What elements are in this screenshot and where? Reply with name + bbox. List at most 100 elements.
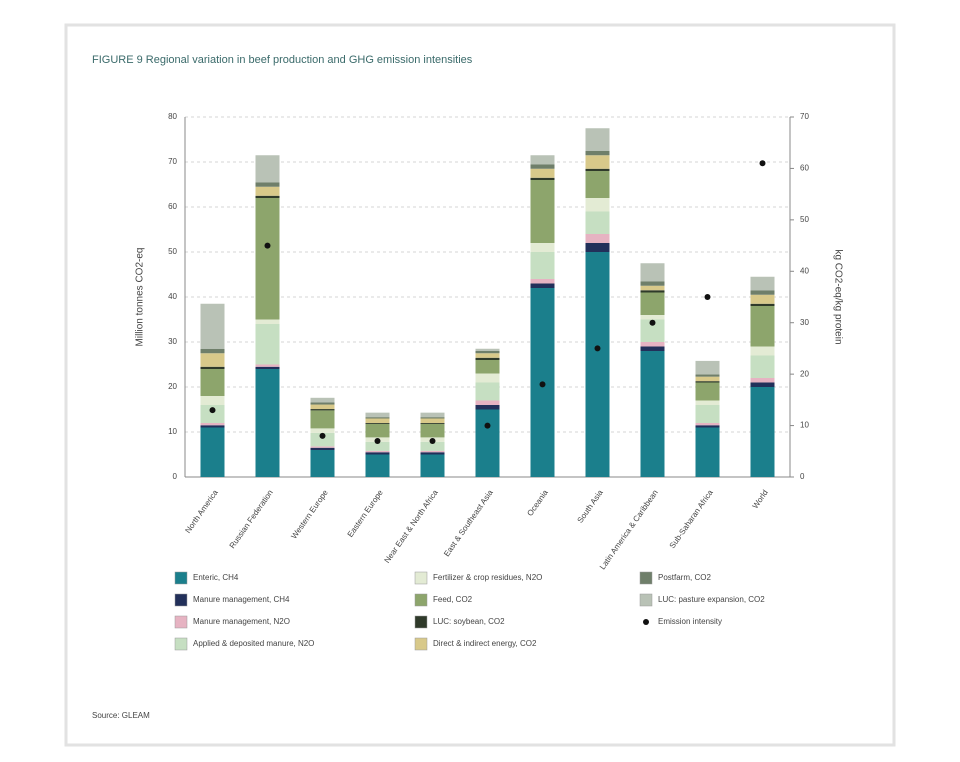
bar-segment	[530, 180, 555, 243]
bar-segment	[530, 279, 555, 284]
bar-segment	[475, 351, 500, 354]
bar-segment	[310, 410, 335, 429]
bar-segment	[255, 319, 280, 324]
bar-segment	[695, 427, 720, 477]
bar-segment	[585, 168, 610, 171]
legend-label: Feed, CO2	[433, 595, 473, 604]
y-tick-label: 60	[168, 202, 177, 211]
bar-segment	[475, 373, 500, 383]
bar-segment	[585, 198, 610, 212]
intensity-dot	[649, 319, 656, 326]
bar-segment	[695, 360, 720, 375]
bar-segment	[640, 285, 665, 291]
bar-segment	[750, 387, 775, 477]
bar-segment	[530, 283, 555, 288]
legend-swatch	[639, 593, 653, 607]
bar-segment	[310, 446, 335, 448]
bar-segment	[420, 423, 445, 438]
bar-segment	[420, 412, 445, 418]
bar-segment	[310, 428, 335, 433]
legend-label: Fertilizer & crop residues, N2O	[433, 573, 542, 582]
y-tick-label: 70	[168, 157, 177, 166]
y-tick-label: 40	[168, 292, 177, 301]
y2-tick-label: 40	[800, 266, 809, 275]
bar-segment	[750, 378, 775, 383]
bar-segment	[750, 294, 775, 304]
y2-tick-label: 60	[800, 164, 809, 173]
legend-swatch	[414, 571, 428, 585]
bar-segment	[420, 452, 445, 455]
legend-label: Applied & deposited manure, N2O	[193, 639, 314, 648]
bar-segment	[365, 417, 390, 419]
bar-segment	[475, 409, 500, 477]
bar-segment	[255, 369, 280, 477]
bar-segment	[420, 441, 445, 451]
bar-segment	[695, 425, 720, 428]
legend-swatch	[414, 637, 428, 651]
bar-segment	[200, 369, 225, 396]
legend-swatch	[174, 637, 188, 651]
bar-segment	[640, 319, 665, 342]
bar-segment	[695, 374, 720, 377]
bar-segment	[640, 346, 665, 351]
y2-tick-label: 70	[800, 112, 809, 121]
legend-swatch	[414, 593, 428, 607]
y-tick-label: 30	[168, 337, 177, 346]
bar-segment	[585, 150, 610, 156]
bar-segment	[475, 357, 500, 360]
bar-segment	[475, 382, 500, 401]
bar-segment	[420, 417, 445, 419]
bar-segment	[255, 182, 280, 187]
bar-segment	[255, 324, 280, 365]
bar-segment	[750, 355, 775, 378]
legend-label: LUC: soybean, CO2	[433, 617, 505, 626]
legend-label: Direct & indirect energy, CO2	[433, 639, 537, 648]
bar-segment	[365, 418, 390, 423]
bar-segment	[200, 303, 225, 349]
bar-segment	[475, 405, 500, 410]
bar-segment	[585, 211, 610, 234]
legend-swatch	[639, 571, 653, 585]
intensity-dot	[319, 432, 326, 439]
bar-segment	[585, 243, 610, 252]
bar-segment	[530, 177, 555, 180]
bar-segment	[530, 164, 555, 169]
bar-segment	[255, 198, 280, 320]
bar-segment	[365, 423, 390, 438]
y-tick-label: 10	[168, 427, 177, 436]
bar-segment	[200, 425, 225, 428]
legend-label: Postfarm, CO2	[658, 573, 711, 582]
bar-segment	[750, 276, 775, 291]
y2-axis-label: kg CO2-eq/kg protein	[832, 249, 843, 344]
legend-label: Manure management, CH4	[193, 595, 290, 604]
legend-swatch	[643, 619, 649, 625]
bar-segment	[475, 360, 500, 374]
y2-tick-label: 0	[800, 472, 805, 481]
intensity-dot	[759, 160, 766, 167]
bar-segment	[750, 346, 775, 356]
bar-segment	[200, 353, 225, 367]
bar-segment	[420, 418, 445, 423]
bar-segment	[255, 366, 280, 369]
bar-segment	[750, 306, 775, 347]
bar-segment	[640, 315, 665, 320]
source: Source: GLEAM	[92, 711, 150, 720]
bar-segment	[310, 409, 335, 411]
bar-segment	[365, 452, 390, 455]
bar-segment	[640, 281, 665, 286]
legend-swatch	[174, 571, 188, 585]
bar-segment	[640, 342, 665, 347]
bar-segment	[585, 128, 610, 151]
y-tick-label: 80	[168, 112, 177, 121]
legend-swatch	[174, 593, 188, 607]
bar-segment	[475, 400, 500, 405]
legend-swatch	[414, 615, 428, 629]
legend-label: LUC: pasture expansion, CO2	[658, 595, 765, 604]
bar-segment	[365, 454, 390, 477]
bar-segment	[750, 303, 775, 306]
bar-segment	[530, 155, 555, 165]
y2-tick-label: 10	[800, 421, 809, 430]
bar-segment	[530, 243, 555, 252]
bar-segment	[475, 348, 500, 351]
